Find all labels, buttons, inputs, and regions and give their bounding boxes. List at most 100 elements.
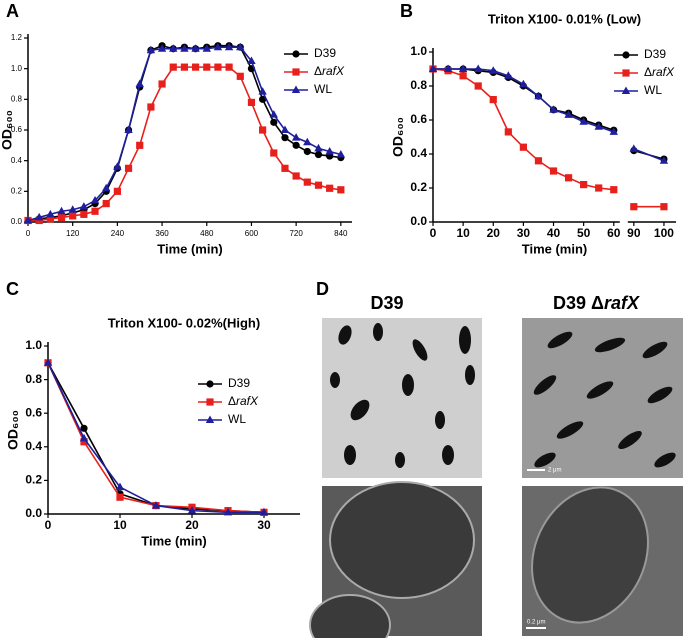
marker [157, 44, 167, 52]
x-tick-label: 720 [289, 229, 303, 238]
legend-label: D39 [314, 46, 336, 60]
marker [281, 164, 289, 172]
marker [180, 44, 189, 52]
marker [191, 63, 200, 71]
marker [474, 82, 482, 90]
marker [270, 118, 278, 126]
series-line [633, 148, 665, 162]
marker [314, 181, 323, 189]
marker [102, 183, 111, 192]
legend-marker [621, 86, 631, 94]
marker [473, 64, 483, 72]
marker [180, 63, 189, 71]
marker [269, 110, 278, 118]
marker [303, 137, 312, 146]
marker [135, 79, 144, 87]
x-tick-label: 240 [111, 229, 125, 238]
marker [630, 203, 638, 211]
marker [23, 215, 33, 224]
x-axis-label: Time (min) [141, 533, 207, 548]
y-tick-label: 0.8 [25, 372, 42, 386]
marker [259, 507, 269, 516]
marker [459, 72, 467, 80]
marker [534, 91, 543, 100]
y-tick-label: 1.0 [25, 338, 42, 352]
micrograph-title: D39 ΔrafX [553, 293, 640, 313]
marker [80, 210, 88, 218]
scale-bar-label: 0.2 μm [527, 620, 545, 626]
marker [147, 103, 155, 111]
marker [236, 42, 245, 51]
y-tick-label: 0.0 [410, 214, 427, 228]
y-tick-label: 0.8 [11, 94, 23, 103]
x-axis-label: Time (min) [157, 241, 223, 256]
legend-label: WL [314, 82, 332, 96]
marker [609, 127, 618, 135]
marker [336, 150, 346, 158]
marker [489, 66, 498, 74]
marker [326, 184, 334, 192]
x-tick-label: 50 [577, 226, 591, 240]
legend-marker [291, 85, 301, 93]
marker [281, 134, 289, 142]
marker [314, 150, 323, 159]
marker [247, 98, 256, 106]
panel-label: A [6, 1, 19, 21]
legend-marker [292, 68, 300, 76]
x-axis-label: Time (min) [522, 241, 588, 256]
x-tick-label: 60 [607, 226, 621, 240]
marker [458, 64, 468, 72]
marker [91, 207, 99, 215]
marker [46, 209, 55, 218]
x-tick-label: 840 [334, 229, 348, 238]
marker [504, 128, 512, 136]
legend-marker [205, 415, 215, 423]
legend-marker [206, 380, 214, 388]
x-tick-label: 0 [26, 229, 31, 238]
marker [259, 126, 267, 134]
x-tick-label: 0 [430, 226, 437, 240]
marker [564, 174, 573, 182]
y-tick-label: 1.2 [11, 33, 23, 42]
x-tick-label: 100 [654, 226, 674, 240]
x-tick-label: 30 [517, 226, 531, 240]
marker [660, 203, 668, 211]
y-axis-label: OD₆₀₀ [5, 410, 21, 450]
legend-label: WL [228, 412, 246, 426]
marker [549, 167, 558, 175]
panel-label: C [6, 279, 19, 299]
marker [580, 181, 588, 189]
x-tick-label: 10 [456, 226, 470, 240]
marker [124, 125, 133, 133]
legend-label: D39 [228, 376, 250, 390]
panel-label: B [400, 1, 413, 21]
marker [337, 186, 345, 194]
chart-title: Triton X100- 0.02%(High) [108, 315, 260, 330]
marker [519, 79, 528, 88]
marker [124, 164, 133, 172]
marker [595, 184, 603, 192]
y-tick-label: 1.0 [11, 64, 23, 73]
marker [158, 80, 166, 88]
panel-label: D [316, 279, 329, 299]
x-tick-label: 10 [113, 518, 127, 532]
marker [57, 213, 66, 221]
marker [80, 424, 88, 432]
marker [113, 187, 121, 195]
marker [214, 63, 222, 71]
marker [90, 196, 100, 204]
marker [443, 64, 453, 72]
marker [236, 72, 244, 80]
marker [579, 117, 588, 125]
marker [69, 212, 77, 220]
marker [169, 63, 177, 71]
y-tick-label: 0.8 [410, 78, 427, 92]
marker [314, 143, 323, 152]
marker [504, 71, 513, 79]
y-tick-label: 0.0 [11, 217, 23, 226]
marker [46, 215, 54, 223]
marker [564, 110, 573, 118]
y-tick-label: 0.6 [11, 125, 23, 134]
marker [629, 144, 639, 152]
